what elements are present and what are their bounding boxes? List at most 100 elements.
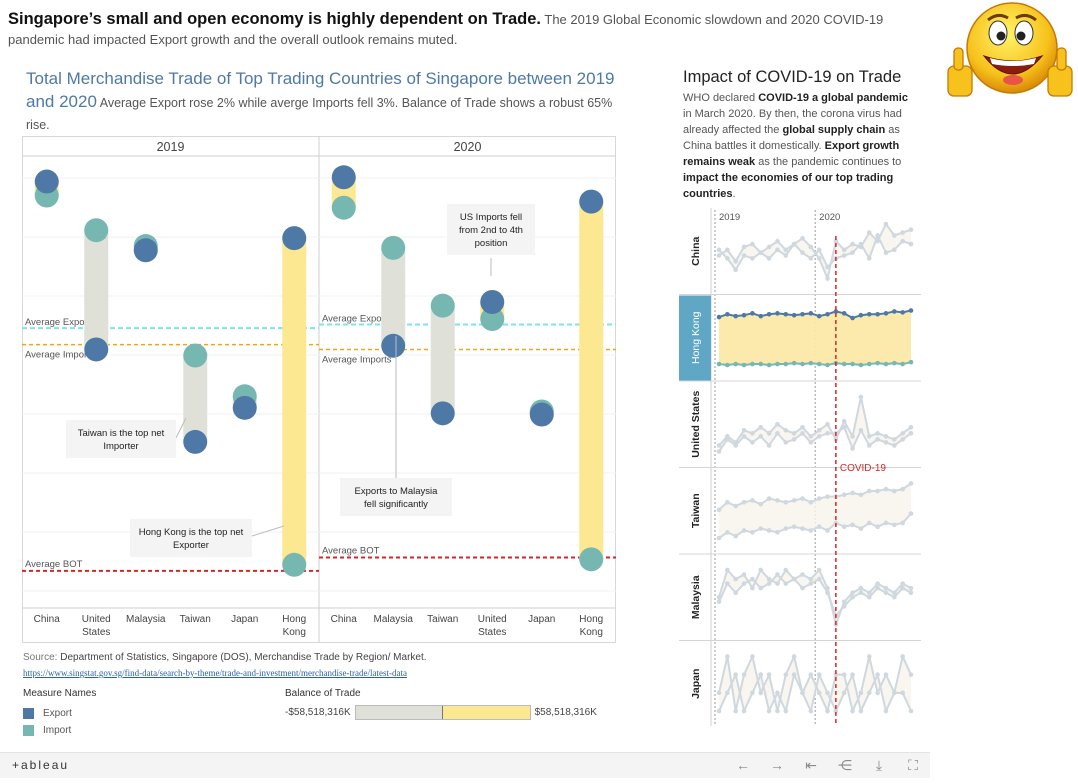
fullscreen-icon[interactable]: ⛶ — [908, 757, 918, 773]
import-point — [331, 195, 356, 220]
annotation-malaysia-text: fell significantly — [364, 499, 428, 510]
export-point — [875, 311, 880, 317]
export-point — [808, 672, 814, 677]
export-point — [733, 576, 738, 582]
export-point — [800, 496, 805, 501]
avg-bot-label: Average BOT — [25, 559, 83, 570]
bot-bar — [381, 247, 406, 346]
export-point — [841, 247, 847, 253]
import-point — [758, 434, 764, 439]
category-label: Taiwan — [180, 614, 211, 625]
export-point — [750, 654, 755, 659]
import-point — [800, 690, 805, 696]
import-point — [866, 690, 872, 696]
export-point — [850, 434, 855, 439]
annotation-hongkong-leader — [251, 525, 285, 537]
export-point — [816, 690, 822, 696]
export-point — [741, 672, 747, 677]
export-point — [758, 424, 764, 430]
import-point — [733, 590, 738, 596]
import-point — [858, 708, 864, 714]
revert-icon[interactable]: ⇤ — [805, 757, 817, 773]
import-point — [766, 581, 772, 586]
export-point — [783, 567, 789, 573]
export-point — [808, 434, 814, 439]
legend-item-export[interactable]: Export — [23, 705, 96, 722]
import-point — [733, 443, 738, 448]
export-point — [766, 576, 772, 582]
export-point — [883, 672, 889, 677]
import-point — [791, 360, 797, 366]
import-point — [825, 264, 830, 270]
import-point — [775, 690, 780, 696]
import-point — [866, 594, 872, 600]
export-point — [875, 690, 880, 696]
import-point — [841, 690, 847, 696]
export-point — [892, 590, 897, 596]
export-point — [800, 311, 805, 317]
export-point — [741, 572, 747, 577]
export-point — [866, 230, 872, 235]
tableau-logo[interactable]: +ableau — [12, 758, 70, 772]
import-point — [816, 672, 822, 677]
share-icon[interactable]: ⋲ — [838, 757, 852, 773]
import-point — [750, 576, 755, 582]
import-point — [430, 293, 455, 318]
export-point — [908, 481, 914, 486]
export-point — [866, 590, 872, 596]
source-link[interactable]: https://www.singstat.gov.sg/find-data/se… — [23, 668, 407, 678]
left-title-and: and — [26, 92, 60, 111]
export-point — [725, 499, 730, 505]
import-point — [775, 361, 780, 367]
import-point — [841, 361, 847, 367]
covid-small-multiples-chart: 2019 2020 China Hong Kong United States Taiwa… — [679, 208, 921, 726]
covid-label: COVID-19 — [840, 463, 887, 474]
import-point — [841, 253, 847, 258]
download-icon[interactable]: ⤓ — [875, 757, 883, 773]
import-point — [750, 530, 755, 535]
import-point — [783, 361, 789, 367]
legend-bot-title: Balance of Trade — [285, 688, 361, 699]
export-point — [766, 431, 772, 436]
export-point — [741, 312, 747, 318]
import-point — [900, 690, 905, 696]
export-line — [718, 653, 912, 715]
import-point — [883, 250, 889, 255]
import-point — [892, 522, 897, 528]
export-point — [750, 585, 755, 591]
export-point — [866, 434, 872, 439]
export-point — [579, 189, 604, 214]
annotation-taiwan-leader — [175, 417, 187, 439]
bot-bar — [282, 238, 307, 565]
left-title-between: between — [502, 69, 577, 88]
balance-band — [719, 310, 911, 365]
import-point — [841, 424, 847, 430]
import-point — [808, 360, 814, 366]
export-point — [825, 708, 830, 714]
import-point — [579, 547, 604, 572]
legend-item-import[interactable]: Import — [23, 722, 96, 739]
export-point — [808, 576, 814, 582]
export-point — [825, 311, 830, 317]
legend-measure-title: Measure Names — [23, 688, 97, 699]
export-point — [892, 233, 897, 238]
export-point — [725, 247, 730, 253]
export-point — [750, 311, 755, 316]
export-point — [908, 672, 914, 677]
import-point — [841, 604, 847, 609]
export-point — [808, 499, 814, 505]
export-point — [816, 567, 822, 573]
import-point — [791, 672, 797, 677]
import-point — [850, 250, 855, 255]
undo-icon[interactable]: ← — [736, 757, 750, 773]
export-point — [900, 581, 905, 586]
legend-label-import: Import — [43, 725, 72, 736]
redo-icon[interactable]: → — [770, 757, 784, 773]
export-point — [841, 599, 847, 605]
export-point — [783, 247, 789, 253]
import-point — [875, 437, 880, 442]
import-point — [766, 443, 772, 448]
annotation-us-text: position — [475, 238, 508, 249]
import-point — [850, 446, 855, 451]
category-label: China — [34, 614, 61, 625]
